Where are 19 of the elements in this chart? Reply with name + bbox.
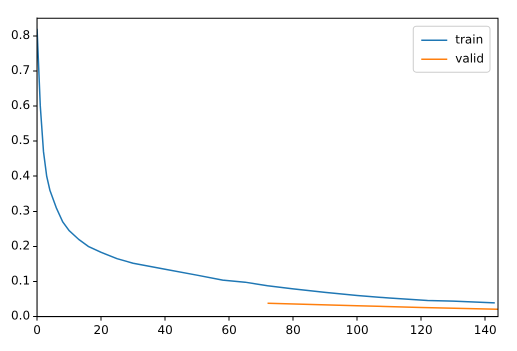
y-tick-label: 0.6 [10,98,30,112]
x-tick-label: 60 [221,322,237,337]
x-tick-label: 20 [93,322,109,337]
y-tick-label: 0.4 [10,168,30,182]
y-tick-label: 0.8 [10,28,30,42]
y-tick-label: 0.7 [10,62,30,77]
y-tick-label: 0.1 [10,274,30,288]
y-tick-label: 0.2 [10,238,30,253]
y-tick-label: 0.3 [10,203,30,218]
legend-label: valid [455,51,484,66]
x-tick-label: 120 [410,322,433,337]
legend-label: train [455,32,484,46]
x-tick-label: 0 [33,322,41,337]
x-tick-label: 140 [474,322,497,337]
x-tick-label: 80 [286,322,301,337]
x-tick-label: 100 [346,322,369,337]
y-tick-label: 0.0 [10,308,30,323]
x-tick-label: 40 [157,322,173,337]
y-tick-label: 0.5 [10,133,30,148]
